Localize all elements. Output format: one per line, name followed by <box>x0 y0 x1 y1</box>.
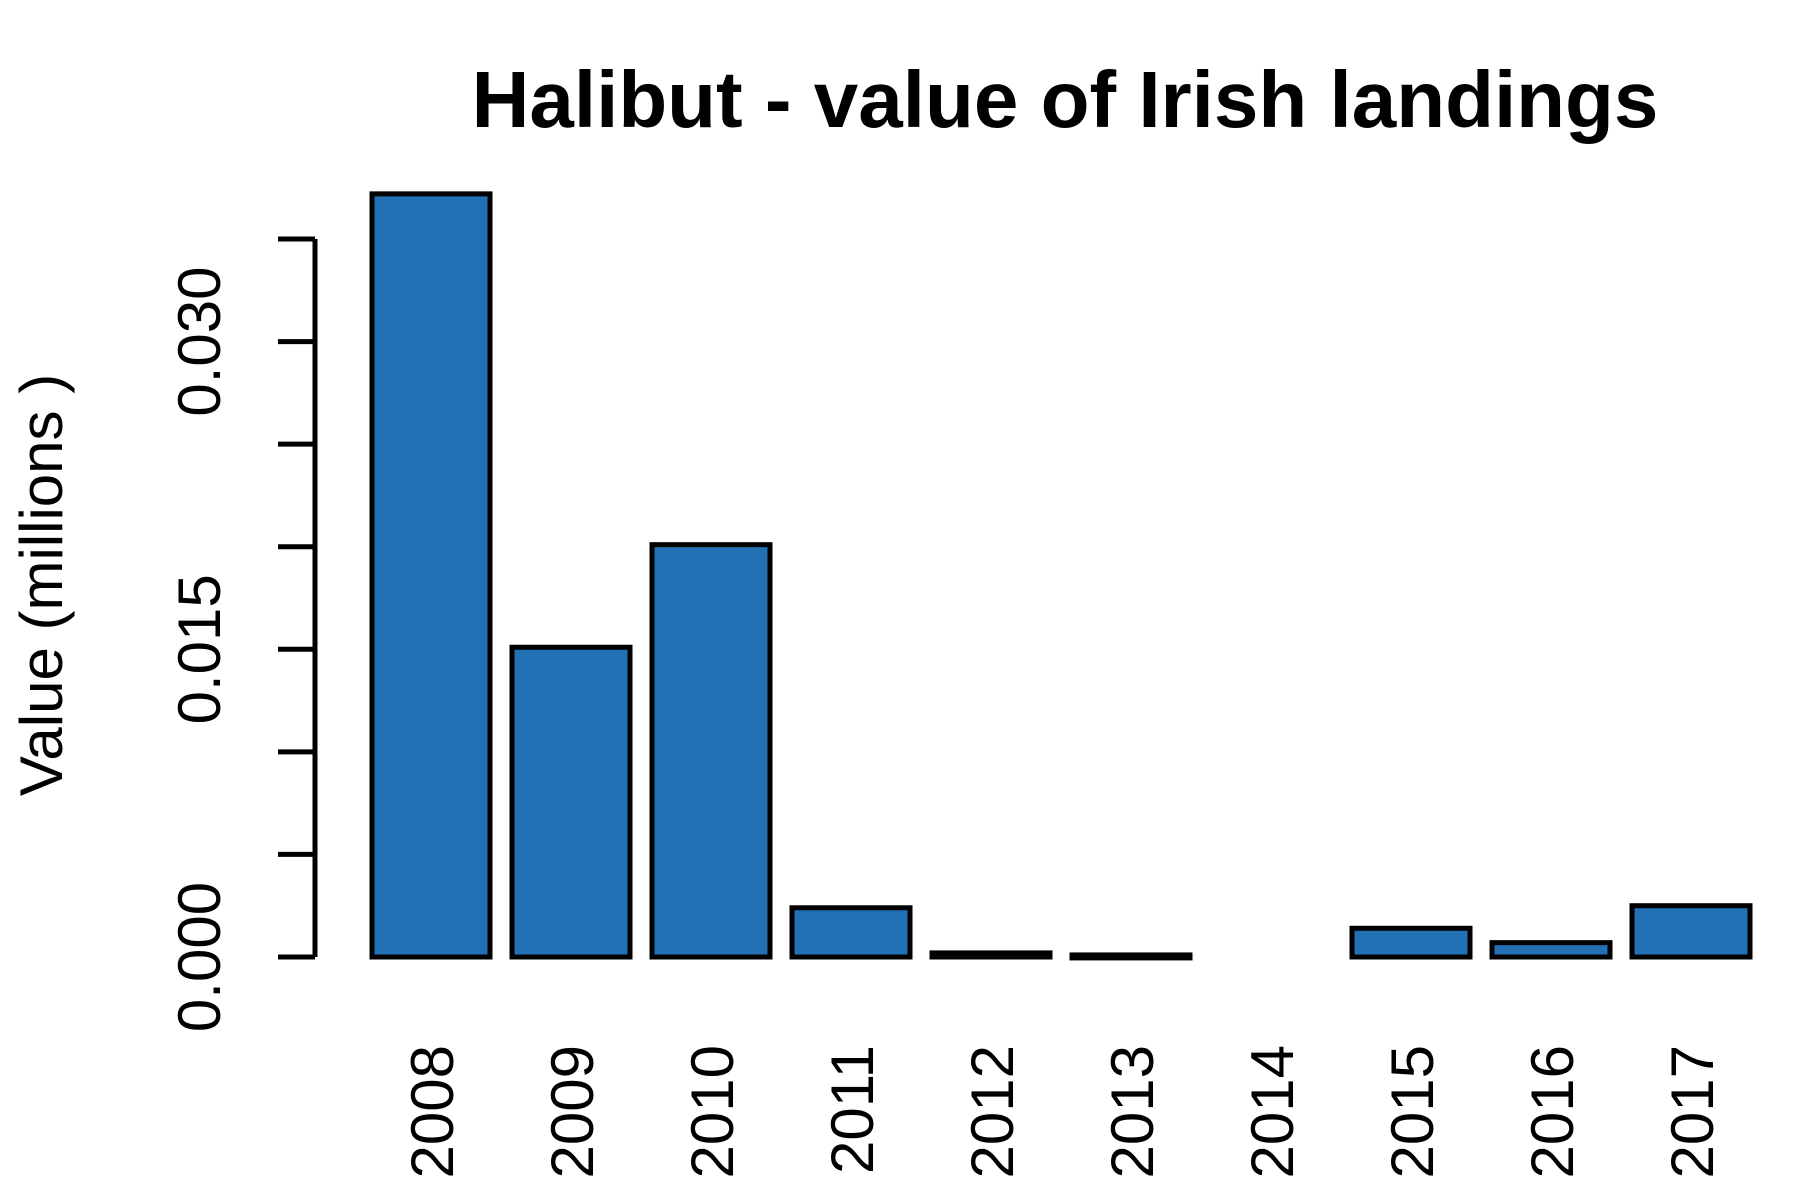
x-tick-label-2016: 2016 <box>1519 1045 1586 1178</box>
bar-2015 <box>1349 925 1473 960</box>
bar-2011 <box>789 905 913 960</box>
bar-2008 <box>369 191 493 960</box>
x-tick-label-2010: 2010 <box>679 1045 746 1178</box>
bars-group <box>369 191 1753 961</box>
y-tick-label: 0.000 <box>166 882 233 1032</box>
y-tick-label: 0.030 <box>166 266 233 416</box>
bar-2017 <box>1629 903 1753 960</box>
bar-2010 <box>649 542 773 960</box>
x-tick-label-2012: 2012 <box>959 1045 1026 1178</box>
x-tick-label-2015: 2015 <box>1379 1045 1446 1178</box>
y-axis: 0.000 0.015 0.030 <box>166 236 318 1032</box>
x-tick-label-2011: 2011 <box>819 1045 886 1174</box>
x-tick-label-2017: 2017 <box>1659 1045 1726 1178</box>
x-tick-labels: 2008 2009 2010 2011 2012 2013 2014 2015 2016 2017 <box>399 1045 1726 1178</box>
y-axis-label: Value (millions ) <box>8 374 75 796</box>
x-tick-label-2008: 2008 <box>399 1045 466 1178</box>
y-tick-label: 0.015 <box>166 574 233 724</box>
chart-title: Halibut - value of Irish landings <box>472 55 1659 144</box>
bar-2016 <box>1489 940 1613 960</box>
x-tick-label-2014: 2014 <box>1239 1045 1306 1178</box>
bar-2013 <box>1069 952 1193 961</box>
bar-2009 <box>509 644 633 960</box>
x-tick-label-2009: 2009 <box>539 1045 606 1178</box>
bar-2012 <box>929 950 1053 960</box>
x-tick-label-2013: 2013 <box>1099 1045 1166 1178</box>
